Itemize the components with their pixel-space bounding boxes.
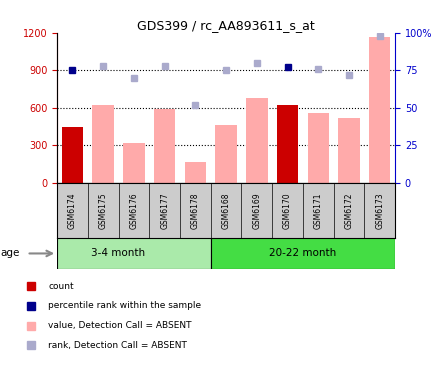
Bar xyxy=(92,105,114,183)
Text: GSM6176: GSM6176 xyxy=(129,192,138,229)
Text: GSM6170: GSM6170 xyxy=(283,192,291,229)
Bar xyxy=(276,105,298,183)
Text: GSM6175: GSM6175 xyxy=(99,192,107,229)
Text: 20-22 month: 20-22 month xyxy=(268,249,336,258)
Bar xyxy=(57,238,210,269)
Bar xyxy=(123,143,144,183)
Text: GSM6178: GSM6178 xyxy=(191,192,199,229)
Bar xyxy=(184,162,206,183)
Text: 3-4 month: 3-4 month xyxy=(91,249,145,258)
Text: percentile rank within the sample: percentile rank within the sample xyxy=(48,301,201,310)
Bar xyxy=(215,126,237,183)
Text: value, Detection Call = ABSENT: value, Detection Call = ABSENT xyxy=(48,321,191,330)
Bar xyxy=(61,127,83,183)
Bar xyxy=(245,98,267,183)
Text: rank, Detection Call = ABSENT: rank, Detection Call = ABSENT xyxy=(48,341,187,350)
Text: count: count xyxy=(48,281,74,291)
Text: GSM6171: GSM6171 xyxy=(313,192,322,229)
Bar xyxy=(210,238,394,269)
Bar xyxy=(368,37,390,183)
Text: GSM6168: GSM6168 xyxy=(221,192,230,229)
Text: GSM6177: GSM6177 xyxy=(160,192,169,229)
Text: GSM6174: GSM6174 xyxy=(68,192,77,229)
Text: age: age xyxy=(0,249,20,258)
Bar xyxy=(307,113,328,183)
Bar xyxy=(153,109,175,183)
Bar xyxy=(338,118,359,183)
Title: GDS399 / rc_AA893611_s_at: GDS399 / rc_AA893611_s_at xyxy=(137,19,314,32)
Text: GSM6173: GSM6173 xyxy=(374,192,383,229)
Text: GSM6169: GSM6169 xyxy=(252,192,261,229)
Text: GSM6172: GSM6172 xyxy=(344,192,353,229)
